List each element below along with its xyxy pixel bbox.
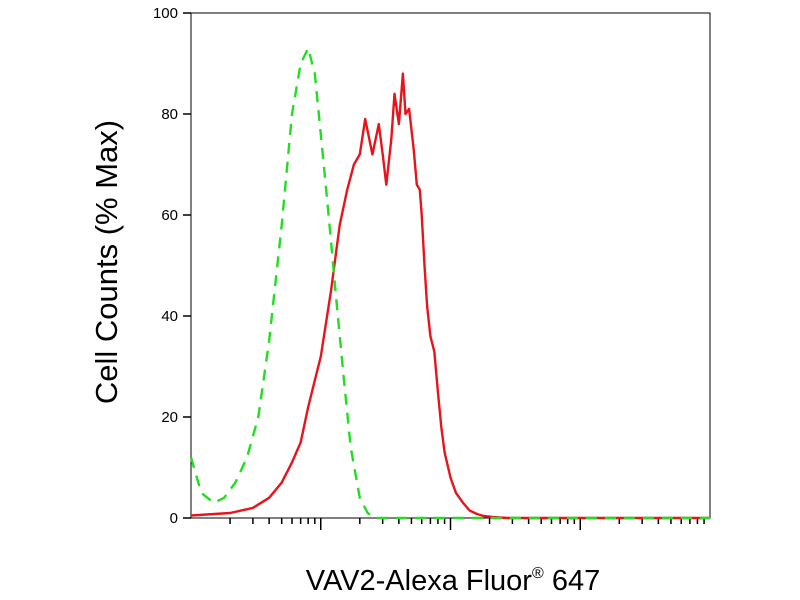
x-axis-title-main: VAV2-Alexa Fluor xyxy=(306,565,533,597)
y-tick-label: 20 xyxy=(161,409,178,426)
y-axis-title: Cell Counts (% Max) xyxy=(89,120,124,404)
vav2-histogram-line xyxy=(190,72,710,520)
y-tick-label: 0 xyxy=(170,510,178,527)
x-axis-title-suffix: 647 xyxy=(544,565,600,597)
y-tick-label: 100 xyxy=(153,5,178,22)
y-tick-label: 40 xyxy=(161,308,178,325)
y-tick-label: 60 xyxy=(161,207,178,224)
x-axis-title-superscript: ® xyxy=(532,565,544,582)
y-axis: 0 20 40 60 80 100 xyxy=(153,5,191,527)
plot-frame xyxy=(190,12,711,519)
x-axis-title: VAV2-Alexa Fluor® 647 xyxy=(306,565,600,597)
control-histogram-line xyxy=(189,47,710,520)
x-axis xyxy=(229,518,705,530)
series-layer xyxy=(189,47,710,520)
y-tick-label: 80 xyxy=(161,106,178,123)
